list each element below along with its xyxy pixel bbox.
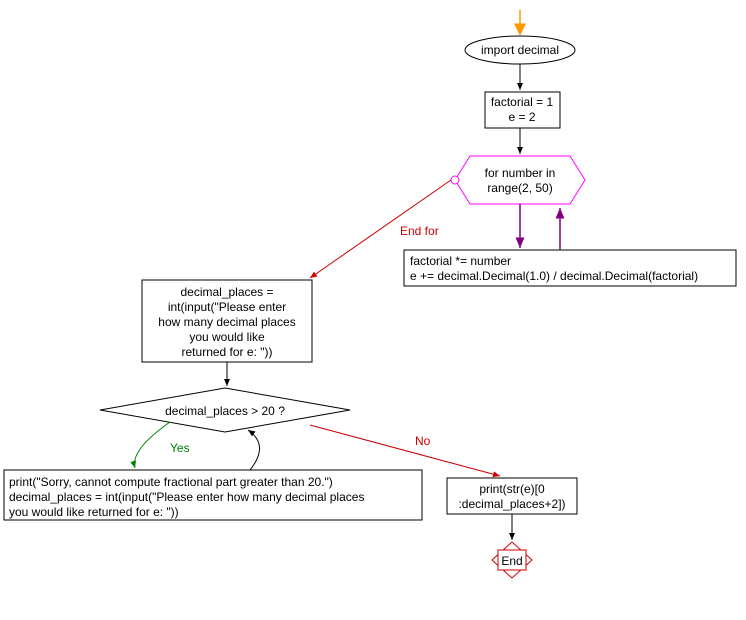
node-end-label: End [501, 554, 522, 568]
node-init-line2: e = 2 [508, 110, 535, 124]
node-import-label: import decimal [481, 43, 559, 57]
node-input1-l3: how many decimal places [158, 315, 295, 329]
node-loopbody-line1: factorial *= number [410, 254, 511, 268]
node-decision-label: decimal_places > 20 ? [165, 404, 285, 418]
node-loop-line1: for number in [485, 166, 556, 180]
node-retry-l3: you would like returned for e: ")) [9, 505, 179, 519]
node-input1-l5: returned for e: ")) [182, 345, 273, 359]
flowchart-canvas: import decimal factorial = 1 e = 2 for n… [0, 0, 746, 620]
edge-endfor-label: End for [400, 224, 439, 238]
node-output-l1: print(str(e)[0 [479, 482, 545, 496]
node-loop-line2: range(2, 50) [487, 181, 552, 195]
node-output-l2: :decimal_places+2]) [458, 497, 565, 511]
edge-yes-label: Yes [170, 441, 190, 455]
edge-no [310, 425, 500, 476]
edge-retry-decision [248, 430, 260, 470]
node-retry-l1: print("Sorry, cannot compute fractional … [9, 475, 333, 489]
loop-exit-marker [451, 176, 459, 184]
node-init-line1: factorial = 1 [491, 95, 554, 109]
edge-no-label: No [415, 434, 431, 448]
node-retry-l2: decimal_places = int(input("Please enter… [9, 490, 364, 504]
node-loopbody-line2: e += decimal.Decimal(1.0) / decimal.Deci… [410, 269, 698, 283]
node-input1-l4: you would like [189, 330, 265, 344]
node-input1-l1: decimal_places = [180, 285, 273, 299]
edge-yes [134, 422, 170, 468]
node-input1-l2: int(input("Please enter [168, 300, 286, 314]
